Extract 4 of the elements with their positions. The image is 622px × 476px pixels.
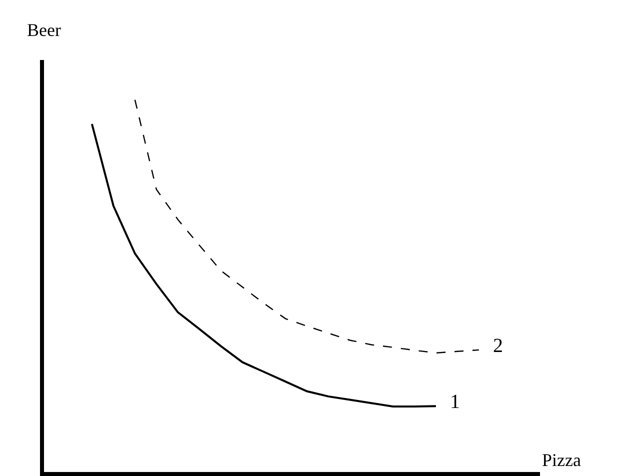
y-axis-title: Beer — [27, 20, 61, 40]
x-axis-title: Pizza — [542, 450, 581, 470]
series-label: 2 — [493, 335, 503, 357]
series-label: 1 — [450, 391, 460, 413]
